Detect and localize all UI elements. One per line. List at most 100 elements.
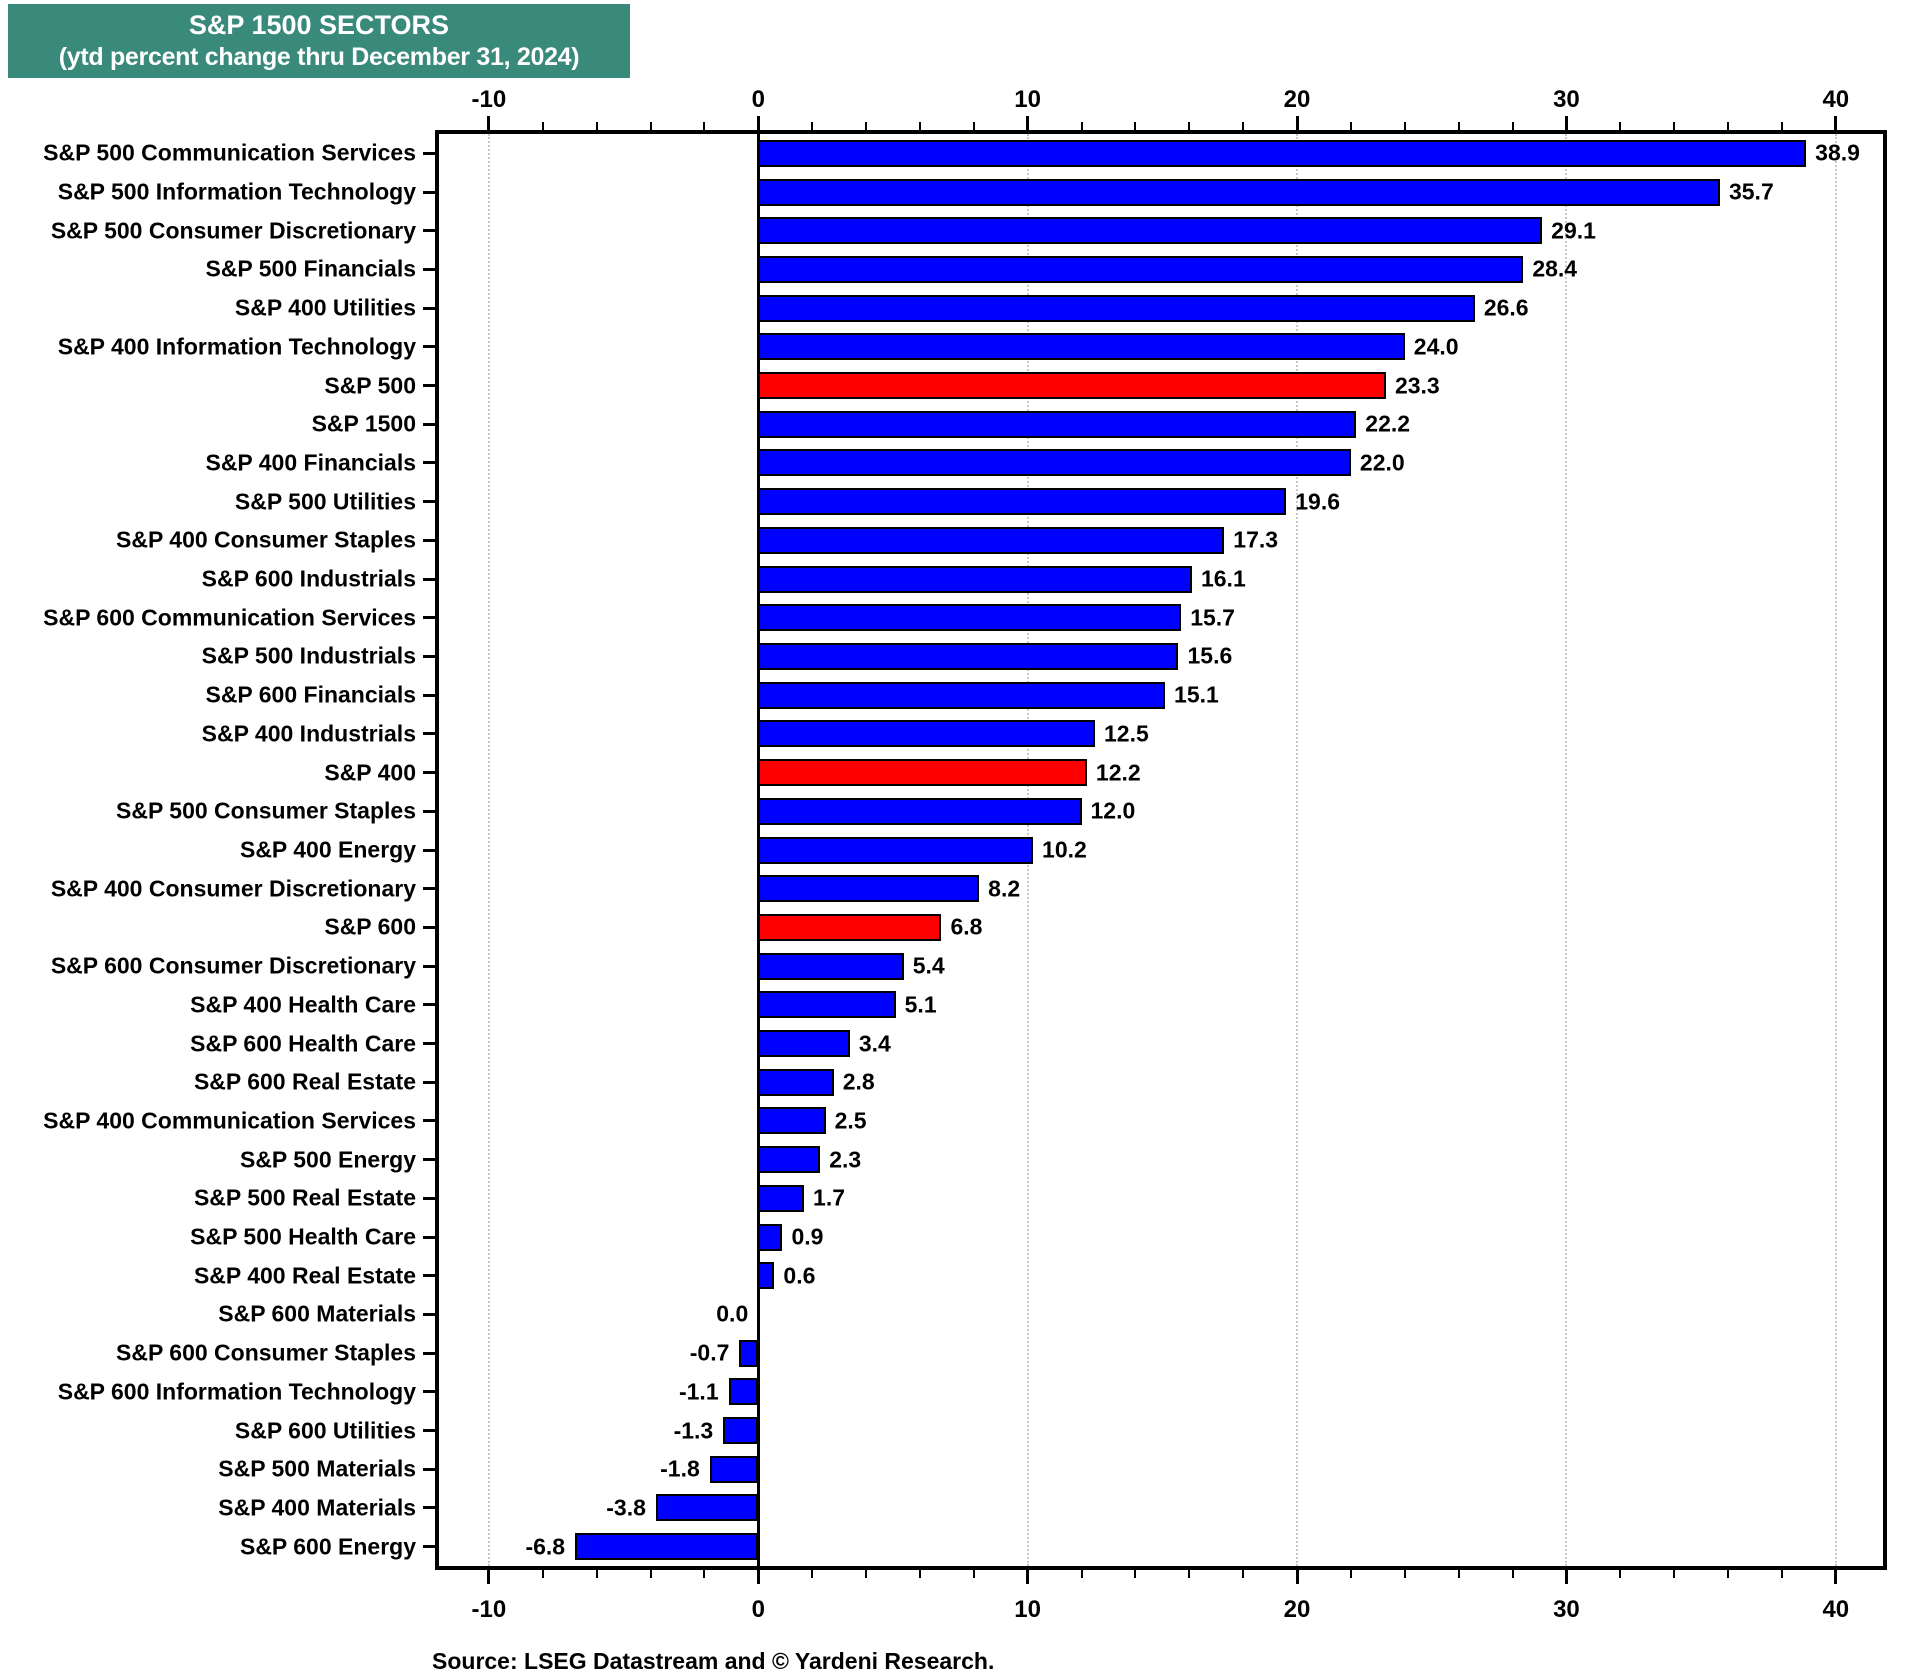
x-major-tick-bottom: [1026, 1570, 1030, 1584]
category-tick: [423, 1196, 435, 1200]
category-tick: [423, 151, 435, 155]
bar: [758, 797, 1082, 825]
x-minor-tick-top: [1727, 122, 1730, 130]
bar: [758, 1223, 783, 1251]
bar: [758, 449, 1351, 477]
bar: [758, 642, 1179, 670]
category-label: S&P 500 Energy: [239, 1146, 416, 1173]
category-label: S&P 500 Financials: [205, 255, 416, 282]
bar: [758, 217, 1543, 245]
gridline: [487, 134, 491, 1566]
bar: [758, 410, 1357, 438]
bar-value-label: 29.1: [1551, 217, 1596, 244]
x-minor-tick-bottom: [1727, 1570, 1730, 1578]
x-minor-tick-bottom: [1457, 1570, 1460, 1578]
x-minor-tick-bottom: [1080, 1570, 1083, 1578]
category-tick: [423, 616, 435, 620]
category-tick: [423, 1390, 435, 1394]
bar: [758, 759, 1087, 787]
category-label: S&P 600: [324, 913, 416, 940]
x-major-tick-bottom: [1564, 1570, 1568, 1584]
category-label: S&P 400 Health Care: [190, 991, 416, 1018]
bar-value-label: 22.0: [1359, 449, 1405, 476]
category-tick: [423, 345, 435, 349]
x-major-tick-bottom: [1295, 1570, 1299, 1584]
bar-value-label: 22.2: [1365, 410, 1411, 437]
category-tick: [423, 190, 435, 194]
x-axis-label-top: 20: [1283, 86, 1311, 113]
gridline: [1834, 134, 1838, 1566]
category-tick: [423, 964, 435, 968]
x-minor-tick-bottom: [595, 1570, 598, 1578]
bar: [758, 1184, 805, 1212]
gridline: [1296, 134, 1299, 1566]
category-tick: [423, 1042, 435, 1045]
category-label: S&P 500 Health Care: [190, 1223, 416, 1250]
x-axis-label-bottom: 30: [1553, 1596, 1580, 1623]
category-tick: [423, 809, 435, 813]
category-label: S&P 400 Consumer Staples: [116, 526, 416, 553]
category-label: S&P 600 Health Care: [190, 1030, 416, 1056]
x-axis-label-bottom: 10: [1014, 1596, 1041, 1623]
bar: [739, 1339, 759, 1367]
category-label: S&P 500 Consumer Staples: [116, 797, 416, 824]
bar-value-label: 0.9: [791, 1223, 824, 1250]
bar: [758, 178, 1720, 206]
bar: [758, 526, 1225, 554]
x-minor-tick-bottom: [865, 1570, 868, 1578]
x-minor-tick-top: [1457, 122, 1460, 130]
category-label: S&P 500 Consumer Discretionary: [50, 217, 416, 244]
x-axis-label-top: 30: [1553, 86, 1580, 113]
category-label: S&P 400 Utilities: [234, 294, 416, 321]
category-label: S&P 500 Real Estate: [193, 1184, 416, 1211]
bar: [758, 139, 1807, 167]
bar-value-label: 12.0: [1090, 797, 1136, 824]
x-minor-tick-top: [1188, 122, 1191, 130]
category-tick: [423, 1429, 435, 1433]
x-minor-tick-top: [1242, 122, 1245, 130]
x-minor-tick-top: [649, 122, 652, 130]
category-tick: [423, 500, 435, 504]
x-axis-label-top: 0: [751, 86, 765, 113]
category-label: S&P 400: [324, 759, 416, 786]
gridline: [1565, 134, 1568, 1566]
category-label: S&P 400 Energy: [239, 836, 416, 863]
bar: [758, 913, 942, 941]
bar-value-label: 17.3: [1233, 526, 1279, 553]
x-major-tick-top: [1295, 116, 1299, 130]
x-minor-tick-bottom: [1619, 1570, 1622, 1578]
bar: [758, 836, 1034, 864]
chart-title-box: S&P 1500 SECTORS (ytd percent change thr…: [8, 4, 630, 78]
category-tick: [423, 693, 435, 697]
bar: [758, 1262, 775, 1290]
bar-value-label: -1.1: [678, 1378, 719, 1405]
category-tick: [423, 229, 435, 233]
x-minor-tick-top: [811, 122, 814, 130]
x-axis-label-top: -10: [471, 86, 507, 113]
bar: [758, 1146, 821, 1174]
x-minor-tick-bottom: [811, 1570, 814, 1578]
bar-value-label: 23.3: [1394, 372, 1440, 399]
x-minor-tick-top: [1080, 122, 1083, 130]
category-label: S&P 400 Communication Services: [43, 1107, 416, 1134]
x-major-tick-bottom: [487, 1570, 491, 1584]
bar-value-label: 15.6: [1187, 642, 1233, 669]
x-minor-tick-bottom: [1403, 1570, 1406, 1578]
x-major-tick-top: [1564, 116, 1568, 130]
category-tick: [423, 1351, 435, 1355]
category-label: S&P 600 Information Technology: [57, 1378, 416, 1405]
category-label: S&P 600 Materials: [218, 1300, 416, 1327]
category-label: S&P 400 Real Estate: [193, 1262, 416, 1289]
x-minor-tick-bottom: [703, 1570, 706, 1578]
x-minor-tick-top: [541, 122, 544, 130]
x-axis-label-bottom: 20: [1283, 1596, 1311, 1623]
bar: [758, 372, 1386, 400]
bar: [758, 1107, 826, 1135]
x-minor-tick-top: [1134, 122, 1137, 130]
category-label: S&P 600 Real Estate: [193, 1068, 416, 1095]
bar-value-label: 19.6: [1295, 488, 1341, 515]
x-axis-label-top: 10: [1014, 86, 1041, 113]
category-label: S&P 500 Information Technology: [57, 178, 416, 205]
bar: [728, 1378, 759, 1406]
x-minor-tick-top: [1780, 122, 1783, 130]
